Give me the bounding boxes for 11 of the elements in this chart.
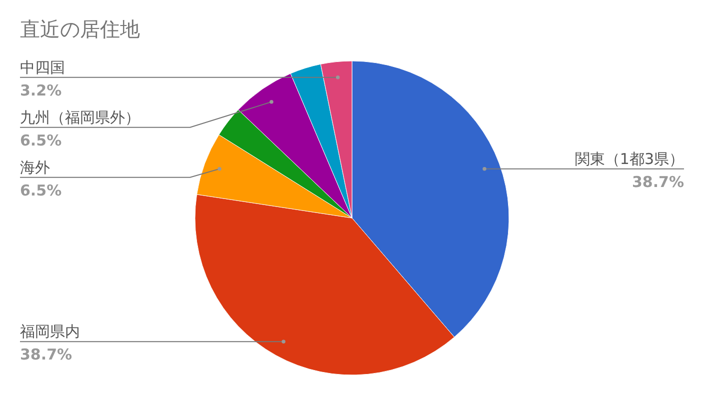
slice-label: 九州（福岡県外） (20, 108, 140, 126)
data-label: 6.5% (20, 131, 62, 150)
slice-label: 中四国 (20, 58, 65, 76)
data-label: 3.2% (20, 81, 62, 100)
slice-label: 関東（1都3県） (574, 150, 684, 168)
data-label: 6.5% (20, 181, 62, 200)
slice-label: 海外 (20, 158, 50, 176)
slice-label: 福岡県内 (20, 322, 80, 341)
chart-title: 直近の居住地 (20, 17, 140, 41)
data-label: 38.7% (632, 172, 684, 191)
data-label: 38.7% (20, 346, 72, 364)
